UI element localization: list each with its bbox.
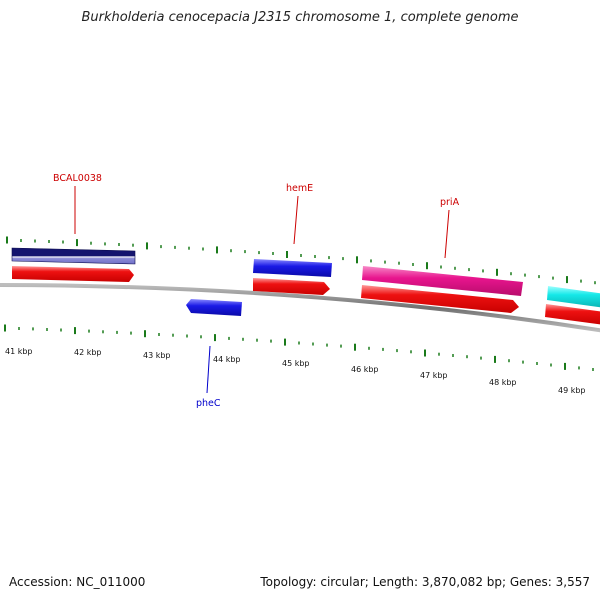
kbp-label: 44 kbp <box>213 355 241 364</box>
kbp-label: 41 kbp <box>5 347 33 356</box>
gene-label-heme[interactable]: hemE <box>286 183 313 194</box>
kbp-label: 47 kbp <box>420 371 448 380</box>
genome-summary-text: Topology: circular; Length: 3,870,082 bp… <box>260 575 590 589</box>
gene-bcal0038-feature[interactable] <box>11 247 136 265</box>
cds-arrow-heme[interactable] <box>253 278 330 295</box>
map-title: Burkholderia cenocepacia J2315 chromosom… <box>81 10 519 25</box>
kbp-label: 46 kbp <box>351 365 379 374</box>
gene-label-bcal0038[interactable]: BCAL0038 <box>53 173 102 184</box>
kbp-label: 42 kbp <box>74 348 102 357</box>
gene-cyan-feature[interactable] <box>547 286 600 308</box>
leader-line-pria <box>444 209 450 259</box>
chromosome-backbone <box>0 283 600 333</box>
kbp-label: 43 kbp <box>143 351 171 360</box>
gene-pria-feature[interactable] <box>362 266 523 296</box>
kbp-label: 49 kbp <box>558 386 586 395</box>
outer-tick-marks <box>6 236 596 285</box>
accession-text: Accession: NC_011000 <box>9 575 146 589</box>
leader-line-heme <box>293 195 299 245</box>
cds-arrow-phec[interactable] <box>186 299 242 316</box>
cds-arrow-bcal0038[interactable] <box>12 266 134 282</box>
leader-line-phec <box>206 345 211 394</box>
gene-label-pria[interactable]: priA <box>440 197 460 208</box>
gene-heme-feature[interactable] <box>253 259 332 277</box>
kbp-label: 45 kbp <box>282 359 310 368</box>
inner-tick-marks <box>4 324 594 371</box>
cds-arrow-right-edge[interactable] <box>545 304 600 325</box>
gene-label-phec[interactable]: pheC <box>196 398 221 409</box>
cds-arrow-pria[interactable] <box>361 285 519 313</box>
kbp-label: 48 kbp <box>489 378 517 387</box>
